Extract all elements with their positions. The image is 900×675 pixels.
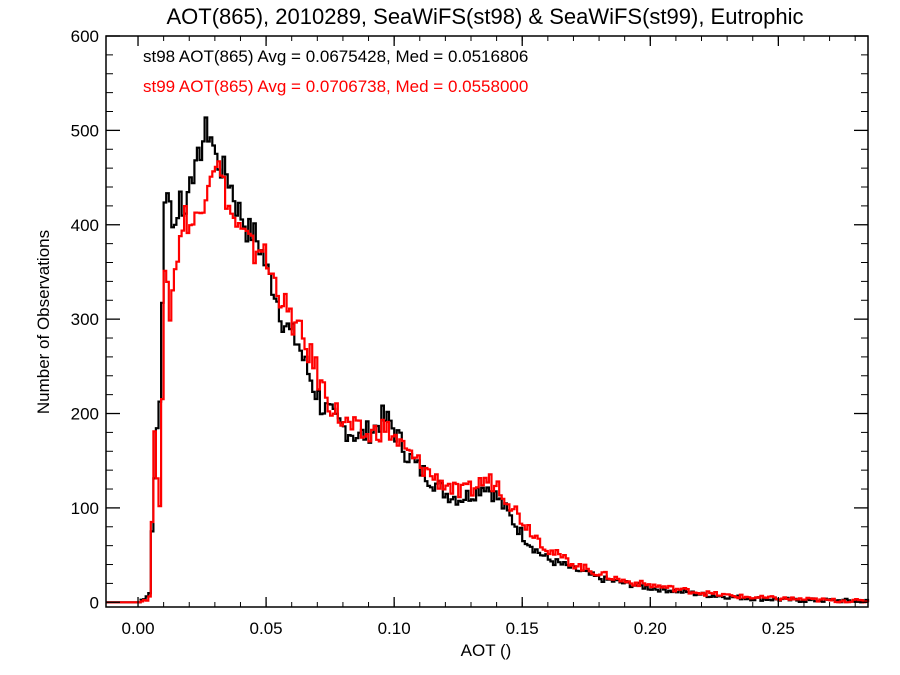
y-tick-label: 400 [71,216,99,235]
plot-frame [105,35,869,608]
y-tick-label: 500 [71,121,99,140]
y-tick-label: 0 [90,593,99,612]
x-tick-label: 0.25 [762,619,795,638]
x-tick-label: 0.20 [634,619,667,638]
x-tick-label: 0.00 [121,619,154,638]
y-tick-label: 600 [71,27,99,46]
y-tick-label: 300 [71,310,99,329]
x-tick-label: 0.05 [250,619,283,638]
y-axis-label: Number of Observations [34,230,53,414]
y-tick-label: 200 [71,405,99,424]
chart-title: AOT(865), 2010289, SeaWiFS(st98) & SeaWi… [166,4,803,29]
legend-entry-st99: st99 AOT(865) Avg = 0.0706738, Med = 0.0… [143,77,528,96]
plot-area: 0.00 0.05 0.10 0.15 0.20 0.25 0 100 200 300 400 500… [71,27,870,638]
x-tick-label: 0.15 [506,619,539,638]
series-line-st99 [106,160,870,604]
legend: st98 AOT(865) Avg = 0.0675428, Med = 0.0… [143,47,528,96]
x-tick-label: 0.10 [378,619,411,638]
legend-entry-st98: st98 AOT(865) Avg = 0.0675428, Med = 0.0… [143,47,528,66]
y-tick-label: 100 [71,499,99,518]
x-axis-label: AOT () [461,641,512,660]
